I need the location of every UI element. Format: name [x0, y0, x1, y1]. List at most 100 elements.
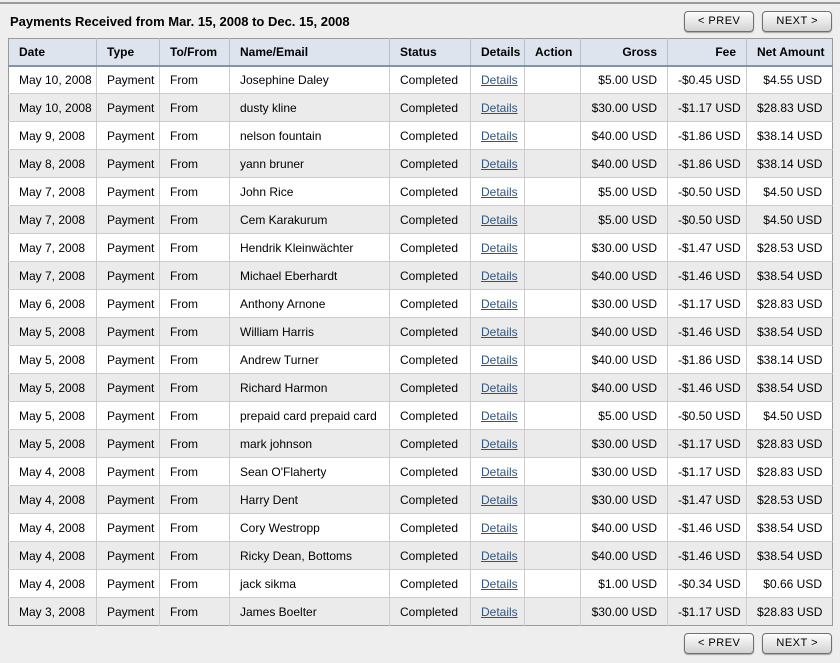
details-cell: Details: [470, 541, 525, 570]
details-link[interactable]: Details: [481, 352, 518, 367]
details-link[interactable]: Details: [481, 184, 518, 199]
table-row: May 7, 2008 Payment From Hendrik Kleinwä…: [8, 233, 833, 262]
tofrom-cell: From: [159, 513, 230, 542]
status-cell: Completed: [389, 121, 471, 150]
status-cell: Completed: [389, 149, 471, 178]
details-link[interactable]: Details: [481, 408, 518, 423]
net-cell: $4.50 USD: [746, 177, 833, 206]
type-cell: Payment: [96, 485, 160, 514]
date-cell: May 4, 2008: [8, 513, 97, 542]
tofrom-cell: From: [159, 373, 230, 402]
tofrom-cell: From: [159, 541, 230, 570]
name-cell: Anthony Arnone: [229, 289, 390, 318]
details-cell: Details: [470, 485, 525, 514]
column-header-net-amount: Net Amount: [746, 38, 833, 67]
details-link[interactable]: Details: [481, 576, 518, 591]
table-row: May 7, 2008 Payment From Michael Eberhar…: [8, 261, 833, 290]
prev-button[interactable]: < PREV: [683, 11, 755, 32]
tofrom-cell: From: [159, 317, 230, 346]
name-cell: prepaid card prepaid card: [229, 401, 390, 430]
action-cell: [524, 569, 581, 598]
details-link[interactable]: Details: [481, 212, 518, 227]
details-link[interactable]: Details: [481, 520, 518, 535]
action-cell: [524, 149, 581, 178]
date-cell: May 10, 2008: [19, 72, 92, 87]
action-cell: [524, 233, 581, 262]
column-header-type: Type: [96, 38, 160, 67]
tofrom-cell: From: [159, 457, 230, 486]
details-link[interactable]: Details: [481, 100, 518, 115]
status-cell: Completed: [389, 541, 471, 570]
action-cell: [524, 429, 581, 458]
fee-cell: -$1.86 USD: [667, 345, 747, 374]
prev-button[interactable]: < PREV: [683, 633, 755, 654]
table-row: May 7, 2008 Payment From Cem Karakurum C…: [8, 205, 833, 234]
fee-cell: -$1.46 USD: [667, 317, 747, 346]
status-cell: Completed: [389, 317, 471, 346]
details-link[interactable]: Details: [481, 548, 518, 563]
gross-cell: $40.00 USD: [580, 373, 668, 402]
name-cell: James Boelter: [229, 597, 390, 626]
next-button[interactable]: NEXT >: [762, 11, 832, 32]
type-cell: Payment: [96, 401, 160, 430]
name-cell: nelson fountain: [229, 121, 390, 150]
top-divider: [0, 2, 840, 4]
details-cell: Details: [470, 289, 525, 318]
table-row: May 10, 2008 Payment From dusty kline Co…: [8, 93, 833, 122]
date-cell: May 6, 2008: [8, 289, 97, 318]
column-header-status: Status: [389, 38, 471, 67]
table-row: May 4, 2008 Payment From Ricky Dean, Bot…: [8, 541, 833, 570]
gross-cell: $40.00 USD: [580, 149, 668, 178]
net-cell: $28.83 USD: [746, 457, 833, 486]
table-row: May 8, 2008 Payment From yann bruner Com…: [8, 149, 833, 178]
action-cell: [524, 597, 581, 626]
details-link[interactable]: Details: [481, 72, 518, 87]
details-link[interactable]: Details: [481, 268, 518, 283]
date-cell: May 4, 2008: [8, 569, 97, 598]
name-cell: Andrew Turner: [229, 345, 390, 374]
fee-cell: -$0.45 USD: [667, 65, 747, 94]
table-row: May 5, 2008 Payment From Andrew Turner C…: [8, 345, 833, 374]
net-cell: $28.83 USD: [746, 289, 833, 318]
fee-cell: -$1.86 USD: [667, 121, 747, 150]
details-link[interactable]: Details: [481, 492, 518, 507]
fee-cell: -$0.50 USD: [667, 205, 747, 234]
details-link[interactable]: Details: [481, 240, 518, 255]
details-link[interactable]: Details: [481, 156, 518, 171]
tofrom-cell: From: [159, 93, 230, 122]
tofrom-cell: From: [159, 485, 230, 514]
name-cell: Ricky Dean, Bottoms: [229, 541, 390, 570]
details-link[interactable]: Details: [481, 604, 518, 619]
details-link[interactable]: Details: [481, 128, 518, 143]
tofrom-cell: From: [159, 429, 230, 458]
details-cell: Details: [470, 205, 525, 234]
details-link[interactable]: Details: [481, 296, 518, 311]
table-row: May 3, 2008 Payment From James Boelter C…: [8, 597, 833, 626]
fee-cell: -$1.17 USD: [667, 289, 747, 318]
details-link[interactable]: Details: [481, 324, 518, 339]
next-button[interactable]: NEXT >: [762, 633, 832, 654]
name-cell: Michael Eberhardt: [229, 261, 390, 290]
type-cell: Payment: [96, 233, 160, 262]
action-cell: [524, 65, 581, 94]
status-cell: Completed: [389, 429, 471, 458]
action-cell: [524, 93, 581, 122]
details-link[interactable]: Details: [481, 380, 518, 395]
details-link[interactable]: Details: [481, 464, 518, 479]
gross-cell: $30.00 USD: [580, 597, 668, 626]
type-cell: Payment: [96, 373, 160, 402]
details-cell: Details: [470, 233, 525, 262]
net-cell: $38.54 USD: [746, 373, 833, 402]
type-cell: Payment: [96, 429, 160, 458]
status-cell: Completed: [389, 93, 471, 122]
status-cell: Completed: [389, 177, 471, 206]
name-cell: Harry Dent: [229, 485, 390, 514]
details-link[interactable]: Details: [481, 436, 518, 451]
action-cell: [524, 541, 581, 570]
date-cell: May 3, 2008: [8, 597, 97, 626]
gross-cell: $30.00 USD: [580, 289, 668, 318]
fee-cell: -$0.50 USD: [667, 401, 747, 430]
fee-cell: -$0.34 USD: [667, 569, 747, 598]
details-cell: Details: [470, 457, 525, 486]
fee-cell: -$1.86 USD: [667, 149, 747, 178]
